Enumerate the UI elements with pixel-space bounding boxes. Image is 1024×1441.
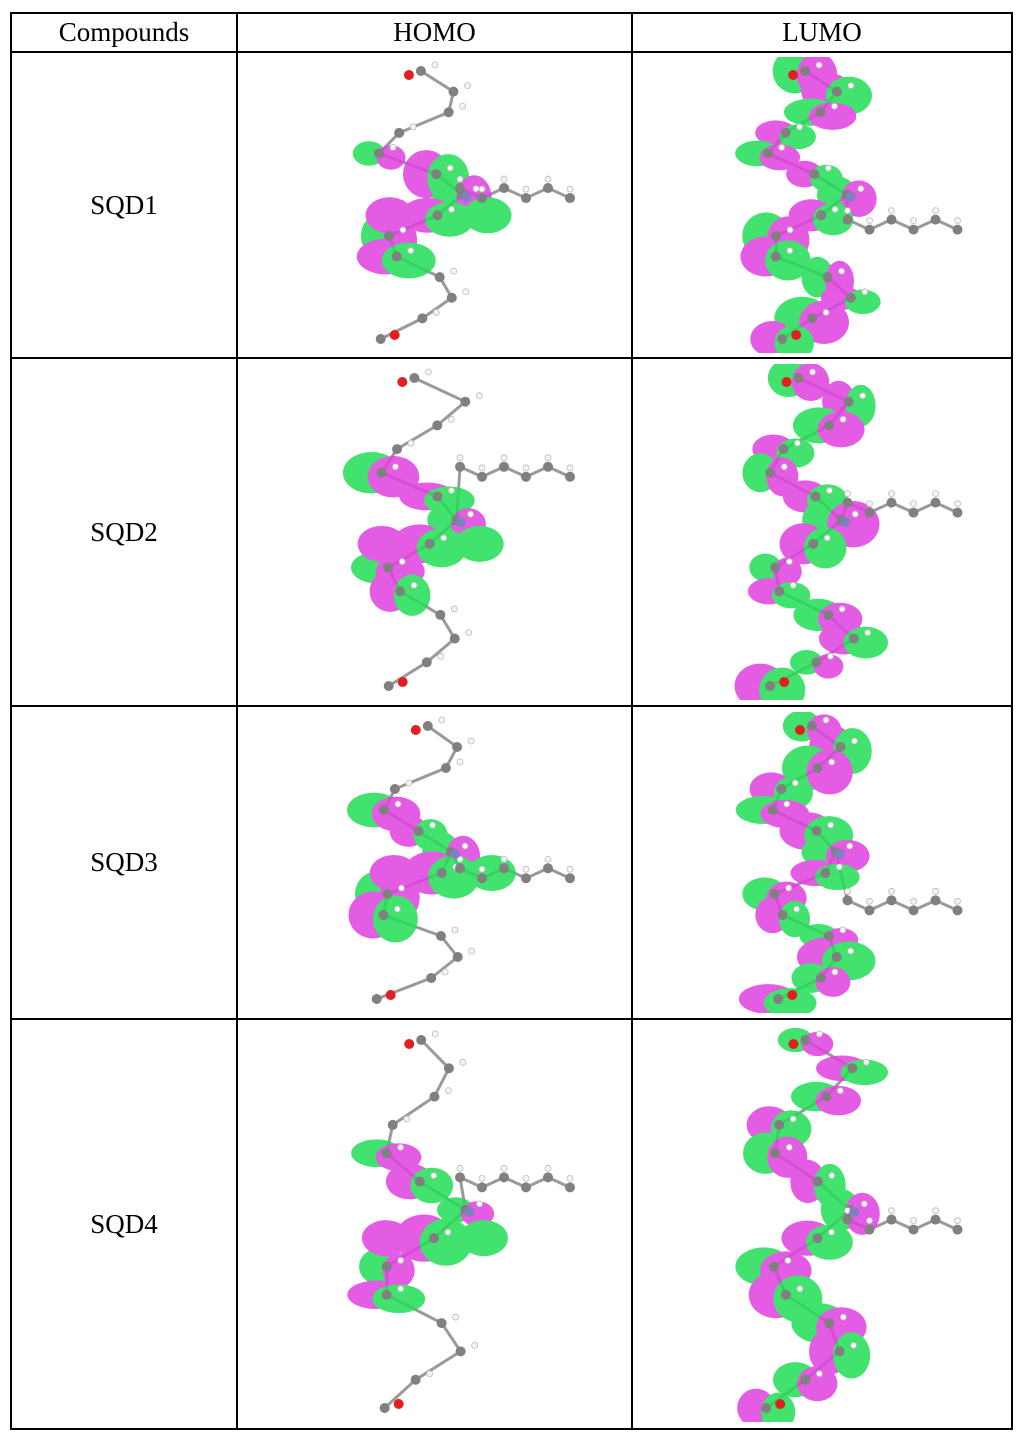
lumo-orbital-icon [734,364,963,700]
orbital-table: Compounds HOMO LUMO SQD1 SQD2 SQD3 SQD4 [10,12,1013,1430]
lumo-orbital-icon [735,1027,963,1422]
homo-orbital-icon [342,368,575,691]
table-row: SQD4 [10,1018,1013,1430]
table-row: SQD3 [10,705,1013,1020]
lumo-image [631,1018,1013,1430]
homo-orbital-icon [352,61,575,344]
homo-image [236,705,633,1020]
homo-image [236,357,633,707]
lumo-image [631,357,1013,707]
header-homo: HOMO [236,12,633,53]
compound-name: SQD2 [10,357,238,707]
table-row: SQD1 [10,51,1013,359]
homo-orbital-icon [346,1030,575,1413]
table-row: SQD2 [10,357,1013,707]
compound-name: SQD3 [10,705,238,1020]
lumo-image [631,705,1013,1020]
homo-image [236,51,633,359]
header-lumo: LUMO [631,12,1013,53]
lumo-image [631,51,1013,359]
lumo-orbital-icon [735,57,963,353]
lumo-orbital-icon [735,712,963,1013]
compound-name: SQD4 [10,1018,238,1430]
header-row: Compounds HOMO LUMO [10,12,1013,53]
header-compounds: Compounds [10,12,238,53]
homo-image [236,1018,633,1430]
homo-orbital-icon [346,716,575,1004]
compound-name: SQD1 [10,51,238,359]
